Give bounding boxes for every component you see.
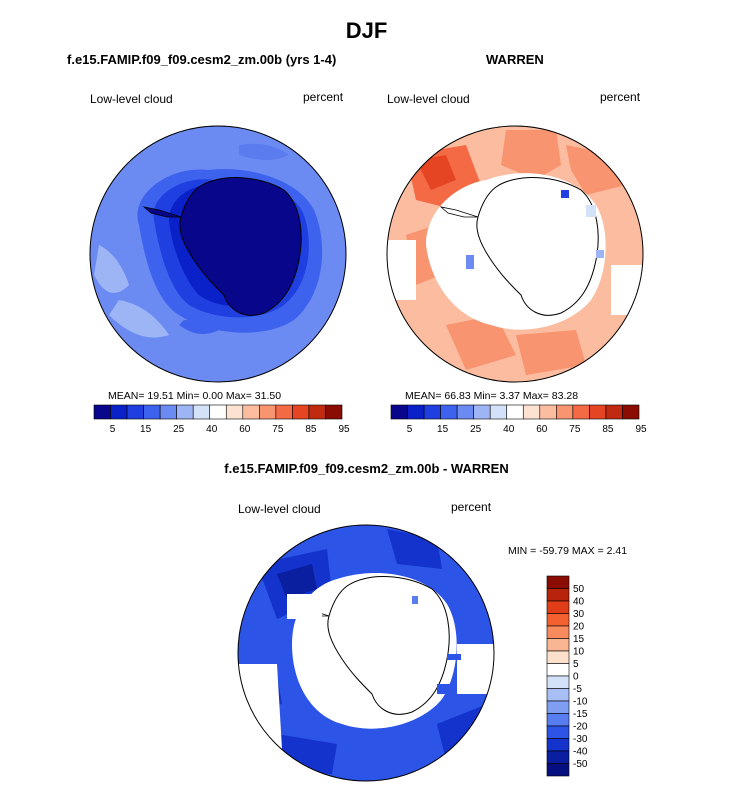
left-colorbar-swatch: [192, 404, 211, 420]
right-colorbar-tick-label: 15: [437, 424, 449, 435]
right-colorbar-swatch: [440, 404, 458, 420]
right-colorbar-tick-label: 60: [536, 424, 548, 435]
left-colorbar-swatch: [176, 404, 194, 420]
diff-colorbar-tick-label: 20: [573, 622, 585, 633]
diff-colorbar-swatch: [546, 625, 570, 639]
diff-variable-label: Low-level cloud: [238, 502, 321, 516]
diff-colorbar-swatch: [546, 738, 570, 752]
right-colorbar-swatch: [572, 404, 590, 420]
diff-colorbar-tick-label: -10: [573, 697, 588, 708]
left-colorbar-tick-label: 75: [272, 424, 284, 435]
right-colorbar-swatch: [390, 404, 408, 420]
main-title: DJF: [345, 18, 388, 43]
diff-colorbar-swatch: [546, 663, 570, 677]
diff-colorbar-tick-label: 40: [573, 597, 585, 608]
diff-colorbar-swatch: [546, 725, 570, 739]
diff-colorbar-tick-label: 5: [573, 659, 579, 670]
left-colorbar-swatch: [209, 404, 227, 420]
left-colorbar-swatch: [93, 404, 111, 420]
right-colorbar-tick-label: 85: [602, 424, 614, 435]
diff-colorbar-swatch: [546, 675, 570, 689]
left-variable-label: Low-level cloud: [90, 92, 173, 106]
left-colorbar-swatch: [259, 404, 277, 420]
right-colorbar-swatch: [522, 404, 541, 420]
diff-colorbar-swatch: [546, 700, 570, 714]
left-colorbar-swatch: [308, 404, 326, 420]
right-colorbar-swatch: [489, 404, 508, 420]
diff-colorbar-tick-label: 50: [573, 584, 585, 595]
right-colorbar-tick-label: 25: [470, 424, 482, 435]
diff-colorbar-tick-label: -50: [573, 759, 588, 770]
left-colorbar-swatch: [275, 404, 293, 420]
diff-colorbar-swatch: [546, 600, 570, 614]
left-colorbar-tick-label: 5: [110, 424, 116, 435]
right-units-label: percent: [600, 90, 641, 104]
right-colorbar-swatch: [473, 404, 491, 420]
diff-colorbar-swatch: [546, 688, 570, 702]
diff-colorbar-tick-label: 0: [573, 672, 579, 683]
left-units-label: percent: [303, 90, 344, 104]
left-colorbar-tick-label: 25: [173, 424, 185, 435]
left-colorbar-swatch: [143, 404, 161, 420]
right-colorbar-swatch: [605, 404, 623, 420]
diff-colorbar-tick-label: -15: [573, 709, 588, 720]
left-stats: MEAN= 19.51 Min= 0.00 Max= 31.50: [108, 390, 282, 402]
right-colorbar-swatch: [622, 404, 640, 420]
right-colorbar-tick-label: 40: [503, 424, 515, 435]
right-polar-map: [386, 125, 644, 383]
right-colorbar-swatch: [423, 404, 441, 420]
left-colorbar-swatch: [242, 404, 260, 420]
diff-panel-title: f.e15.FAMIP.f09_f09.cesm2_zm.00b - WARRE…: [224, 461, 509, 476]
left-colorbar-tick-label: 95: [338, 424, 350, 435]
right-colorbar-swatch: [506, 404, 524, 420]
left-colorbar-tick-label: 85: [305, 424, 317, 435]
left-colorbar-swatch: [225, 404, 244, 420]
diff-colorbar-swatch: [546, 575, 570, 589]
left-colorbar-tick-label: 40: [206, 424, 218, 435]
left-colorbar-swatch: [325, 404, 343, 420]
right-colorbar-tick-label: 5: [407, 424, 413, 435]
diff-colorbar-swatch: [546, 588, 570, 602]
diff-colorbar-swatch: [546, 638, 570, 652]
diff-colorbar-tick-label: -40: [573, 747, 588, 758]
diff-units-label: percent: [451, 500, 492, 514]
right-panel-title: WARREN: [486, 52, 544, 67]
left-colorbar-swatch: [126, 404, 144, 420]
diff-colorbar-swatch: [546, 650, 570, 664]
left-colorbar-swatch: [292, 404, 310, 420]
right-variable-label: Low-level cloud: [387, 92, 470, 106]
diff-colorbar-tick-label: 10: [573, 647, 585, 658]
right-colorbar-swatch: [456, 404, 474, 420]
diff-polar-map: [237, 524, 495, 782]
diff-colorbar-tick-label: -5: [573, 684, 582, 695]
diff-colorbar-tick-label: -30: [573, 734, 588, 745]
right-colorbar-tick-label: 75: [569, 424, 581, 435]
right-stats: MEAN= 66.83 Min= 3.37 Max= 83.28: [405, 390, 579, 402]
right-colorbar: 5 15 25 40 60 75 85 95: [390, 404, 647, 435]
left-colorbar-swatch: [110, 404, 128, 420]
diff-colorbar-tick-label: 15: [573, 634, 585, 645]
left-colorbar-tick-label: 15: [140, 424, 152, 435]
diff-stats: MIN = -59.79 MAX = 2.41: [508, 545, 628, 557]
right-colorbar-swatch: [539, 404, 557, 420]
right-colorbar-swatch: [589, 404, 607, 420]
diff-colorbar-swatch: [546, 613, 570, 627]
right-colorbar-swatch: [556, 404, 574, 420]
right-colorbar-tick-label: 95: [635, 424, 647, 435]
right-colorbar-swatch: [407, 404, 425, 420]
left-polar-map: [89, 125, 347, 383]
left-panel-title: f.e15.FAMIP.f09_f09.cesm2_zm.00b (yrs 1-…: [67, 52, 337, 67]
left-colorbar-swatch: [159, 404, 177, 420]
diff-colorbar-swatch: [546, 750, 570, 764]
left-colorbar-tick-label: 60: [239, 424, 251, 435]
left-colorbar: 5 15 25 40 60 75 85 95: [93, 404, 350, 435]
diff-colorbar-tick-label: 30: [573, 609, 585, 620]
diff-colorbar-tick-label: -20: [573, 722, 588, 733]
diff-colorbar-swatch: [546, 763, 570, 777]
diff-colorbar-swatch: [546, 713, 570, 727]
